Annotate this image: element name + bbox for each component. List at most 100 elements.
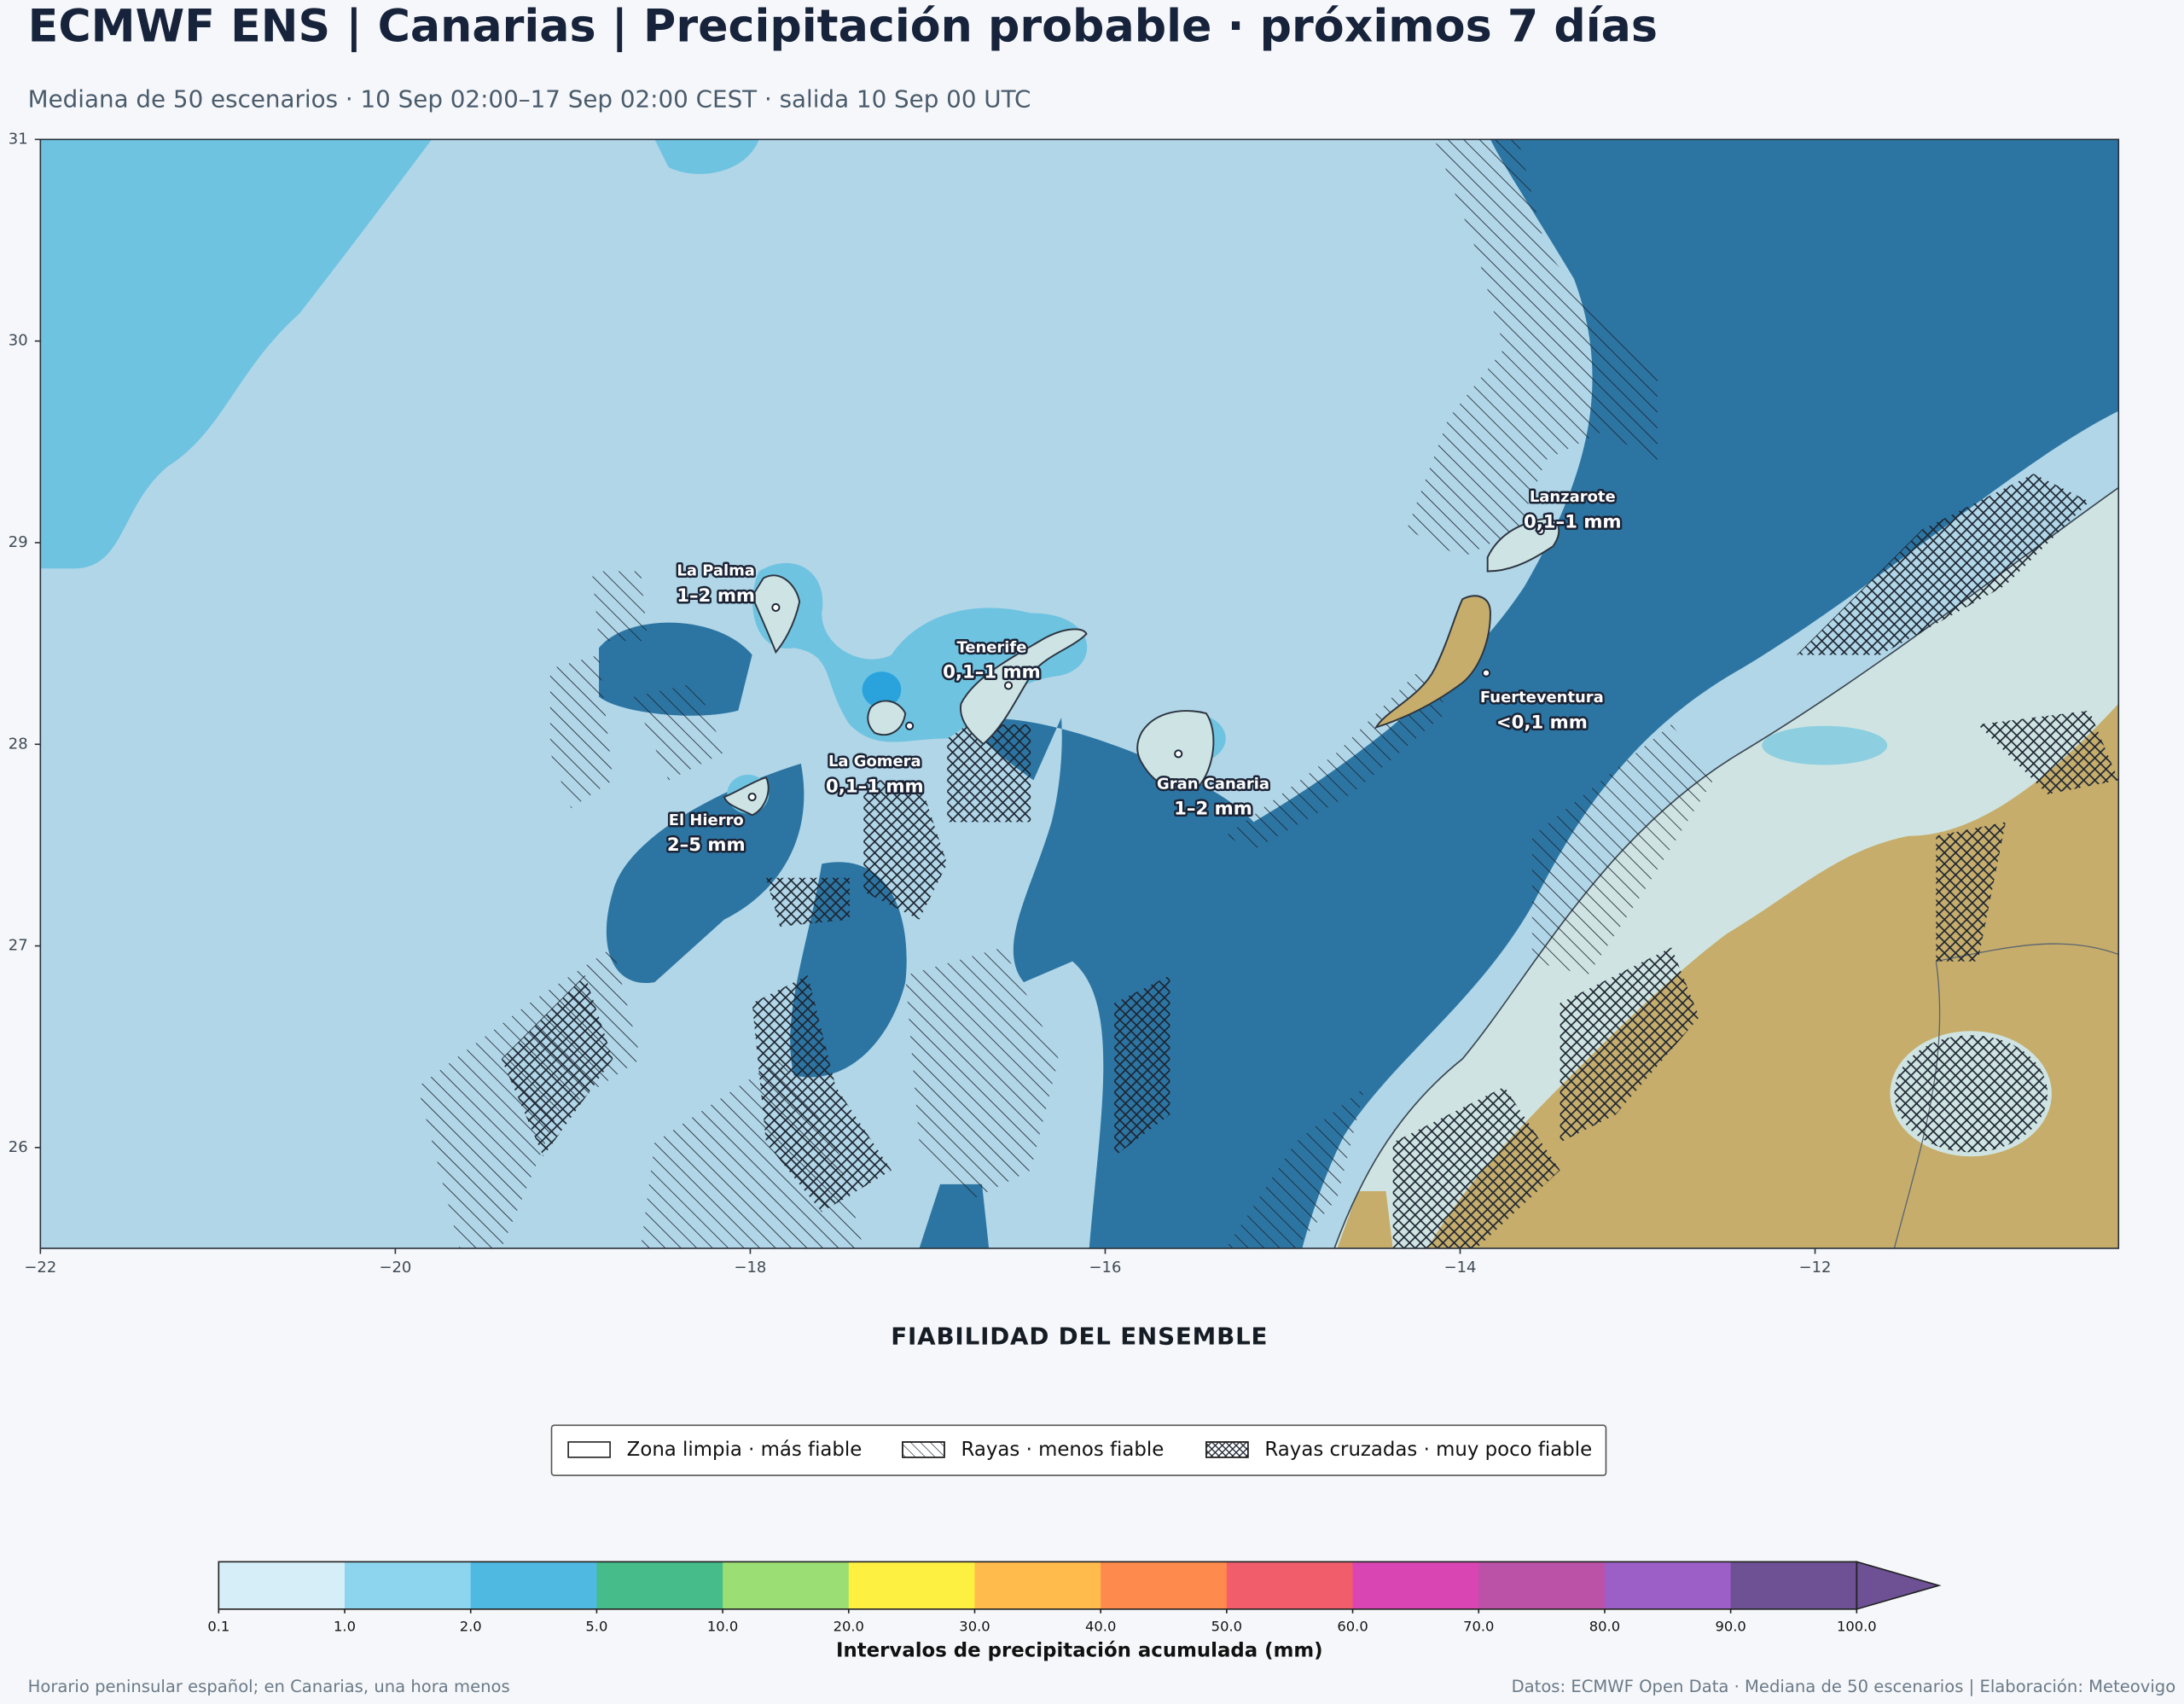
island bbox=[751, 574, 801, 654]
rain-area bbox=[40, 139, 433, 569]
island bbox=[867, 700, 907, 736]
island-value: 1–2 mm bbox=[677, 585, 755, 607]
hatch-area bbox=[1225, 1086, 1365, 1248]
rain-area bbox=[862, 672, 902, 708]
island-value: 0,1–1 mm bbox=[826, 776, 924, 798]
colorbar-tick-label: 40.0 bbox=[1085, 1619, 1116, 1635]
colorbar-bin bbox=[974, 1562, 1101, 1609]
legend-box bbox=[550, 1424, 1607, 1476]
crosshatch-area bbox=[1978, 710, 2119, 794]
colorbar-bin bbox=[470, 1562, 597, 1609]
legend-title: FIABILIDAD DEL ENSEMBLE bbox=[891, 1322, 1268, 1350]
crosshatch-area bbox=[1894, 1035, 2048, 1153]
colorbar-tick-label: 80.0 bbox=[1589, 1619, 1620, 1635]
hatch-area bbox=[633, 683, 724, 781]
colorbar-bin bbox=[1352, 1562, 1479, 1609]
x-tick-label: −12 bbox=[1799, 1259, 1832, 1277]
hatch-area bbox=[591, 571, 648, 642]
x-tick-label: −20 bbox=[379, 1259, 411, 1277]
crosshatch-area bbox=[947, 724, 1031, 823]
crosshatch-area bbox=[1560, 947, 1699, 1143]
island-value: <0,1 mm bbox=[1496, 712, 1588, 733]
rain-area bbox=[1762, 725, 1888, 765]
x-tick-label: −22 bbox=[24, 1259, 56, 1277]
rain-area bbox=[654, 139, 759, 174]
y-tick-label: 29 bbox=[9, 533, 28, 551]
island bbox=[723, 776, 770, 817]
dry-area bbox=[961, 139, 2119, 1248]
crosshatch-area bbox=[1392, 1086, 1560, 1248]
hatch-area bbox=[549, 654, 613, 809]
island-name: Fuerteventura bbox=[1480, 689, 1604, 707]
colorbar-bin bbox=[1101, 1562, 1228, 1609]
colorbar-tick-label: 5.0 bbox=[585, 1619, 607, 1635]
crosshatch-area bbox=[863, 780, 948, 920]
island-name: La Gomera bbox=[828, 753, 921, 771]
dry-area bbox=[599, 622, 752, 716]
colorbar-tick-label: 100.0 bbox=[1837, 1619, 1877, 1635]
colorbar-tick-label: 2.0 bbox=[460, 1619, 482, 1635]
colorbar-tick-label: 0.1 bbox=[207, 1619, 229, 1635]
y-tick-label: 28 bbox=[9, 735, 28, 753]
island-name: Tenerife bbox=[956, 638, 1026, 656]
colorbar-bin bbox=[1730, 1562, 1857, 1609]
crosshatch-area bbox=[752, 974, 892, 1213]
island bbox=[1374, 595, 1491, 730]
crosshatch-area bbox=[1936, 822, 2007, 962]
dry-area bbox=[606, 763, 804, 984]
island-name: Lanzarote bbox=[1530, 488, 1616, 506]
subtitle: Mediana de 50 escenarios · 10 Sep 02:00–… bbox=[28, 85, 1031, 113]
hatch-area bbox=[1406, 139, 1658, 558]
y-tick-label: 31 bbox=[9, 130, 28, 148]
rain-area bbox=[752, 562, 1088, 742]
colorbar-bin bbox=[848, 1562, 975, 1609]
legend-swatch-pattern bbox=[1205, 1441, 1249, 1458]
colorbar-label: Intervalos de precipitación acumulada (m… bbox=[836, 1639, 1323, 1661]
colorbar-tick-label: 10.0 bbox=[707, 1619, 738, 1635]
colorbar-tick-label: 70.0 bbox=[1463, 1619, 1494, 1635]
colorbar-tick-label: 90.0 bbox=[1715, 1619, 1745, 1635]
city-markers bbox=[747, 526, 1545, 802]
colorbar-tick-label: 1.0 bbox=[334, 1619, 356, 1635]
y-tick-label: 26 bbox=[9, 1138, 28, 1156]
island-name: Gran Canaria bbox=[1157, 775, 1269, 793]
colorbar-bin bbox=[1226, 1562, 1354, 1609]
x-tick-label: −18 bbox=[734, 1259, 766, 1277]
colorbar-bin bbox=[345, 1562, 472, 1609]
x-tick-label: −16 bbox=[1089, 1259, 1122, 1277]
desert bbox=[1337, 1191, 1393, 1248]
footer-left: Horario peninsular español; en Canarias,… bbox=[28, 1677, 510, 1696]
map bbox=[40, 139, 2119, 1248]
map-frame bbox=[39, 138, 2120, 1249]
y-tick-label: 30 bbox=[9, 332, 28, 350]
island-name: La Palma bbox=[677, 562, 755, 580]
hatch-area bbox=[905, 947, 1059, 1199]
y-tick-label: 27 bbox=[9, 937, 28, 955]
crosshatch-area bbox=[1797, 474, 2089, 655]
colorbar-bin bbox=[218, 1562, 346, 1609]
colorbar-tick-label: 60.0 bbox=[1337, 1619, 1368, 1635]
legend-label: Rayas cruzadas · muy poco fiable bbox=[1264, 1439, 1592, 1461]
colorbar-tick-label: 50.0 bbox=[1211, 1619, 1242, 1635]
legend-label: Zona limpia · más fiable bbox=[627, 1439, 863, 1461]
colorbar-bin bbox=[723, 1562, 850, 1609]
title: ECMWF ENS | Canarias | Precipitación pro… bbox=[28, 1, 1658, 52]
hatch-area bbox=[1531, 724, 1714, 975]
colorbar-bin bbox=[596, 1562, 723, 1609]
legend-label: Rayas · menos fiable bbox=[961, 1439, 1165, 1461]
island-value: 0,1–1 mm bbox=[943, 662, 1041, 683]
crosshatch-area bbox=[765, 877, 850, 927]
colorbar-bin bbox=[1478, 1562, 1606, 1609]
island-value: 1–2 mm bbox=[1174, 799, 1252, 820]
island-value: 2–5 mm bbox=[667, 835, 746, 856]
legend-swatch-pattern bbox=[902, 1441, 945, 1458]
colorbar-tick-label: 30.0 bbox=[959, 1619, 990, 1635]
island-name: El Hierro bbox=[669, 811, 744, 829]
island bbox=[1136, 710, 1215, 791]
crosshatch-area bbox=[1114, 974, 1170, 1157]
island-value: 0,1–1 mm bbox=[1524, 511, 1622, 532]
colorbar-frame bbox=[218, 1561, 1858, 1610]
colorbar-bin bbox=[1604, 1562, 1732, 1609]
dry-area bbox=[919, 1183, 990, 1248]
